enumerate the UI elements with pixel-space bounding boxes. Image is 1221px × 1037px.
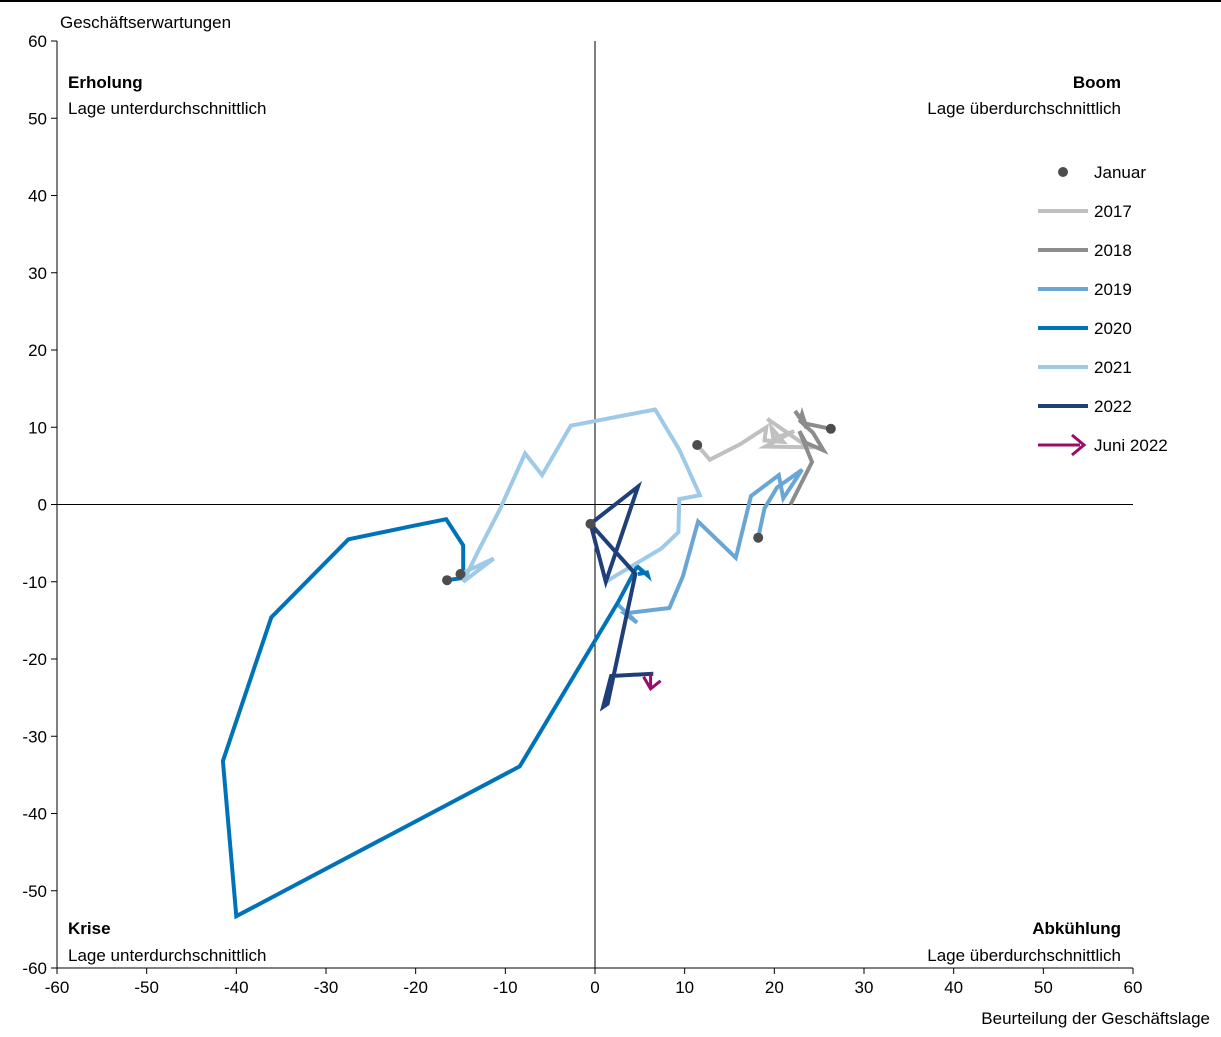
y-tick-label: 10	[28, 418, 47, 437]
y-tick-label: -10	[22, 573, 47, 592]
x-tick-label: -60	[45, 978, 70, 997]
x-tick-label: 60	[1124, 978, 1143, 997]
january-marker-2017	[692, 440, 703, 451]
y-tick-label: 60	[28, 32, 47, 51]
legend-label-januar: Januar	[1094, 163, 1146, 182]
y-tick-label: 50	[28, 109, 47, 128]
legend-label-2022: 2022	[1094, 397, 1132, 416]
series-line-2019	[616, 468, 804, 625]
january-marker-2018	[825, 423, 836, 434]
quadrant-subtitle-top-right: Lage überdurchschnittlich	[927, 99, 1121, 118]
x-tick-label: -50	[134, 978, 159, 997]
series-line-2020	[220, 516, 652, 920]
x-tick-label: -40	[224, 978, 249, 997]
legend-marker-januar	[1058, 167, 1068, 177]
quadrant-subtitle-top-left: Lage unterdurchschnittlich	[68, 99, 266, 118]
quadrant-title-bottom-right: Abkühlung	[1032, 919, 1121, 938]
x-axis-label: Beurteilung der Geschäftslage	[981, 1009, 1210, 1028]
x-tick-label: 10	[675, 978, 694, 997]
x-tick-label: 20	[765, 978, 784, 997]
x-tick-label: -30	[314, 978, 339, 997]
legend-arrow-head	[1071, 433, 1087, 457]
y-tick-label: -20	[22, 650, 47, 669]
series-lines	[220, 406, 832, 920]
quadrant-title-top-right: Boom	[1073, 73, 1121, 92]
axes: -60 -50 -40 -30 -20 -10 0 10 20 30 40 50 60 -60 -50 -40…	[22, 32, 1142, 997]
y-tick-label: 30	[28, 264, 47, 283]
x-tick-label: -20	[403, 978, 428, 997]
y-axis-label: Geschäftserwartungen	[60, 13, 231, 32]
x-tick-label: 0	[590, 978, 599, 997]
legend-label-juni-2022: Juni 2022	[1094, 436, 1168, 455]
y-tick-label: 0	[38, 496, 47, 515]
series-line-2022	[587, 481, 654, 712]
quadrant-labels: Erholung Lage unterdurchschnittlich Boom…	[68, 73, 1121, 965]
y-tick-label: -50	[22, 882, 47, 901]
quadrant-title-top-left: Erholung	[68, 73, 143, 92]
current-arrow-head	[642, 676, 662, 692]
x-tick-label: -10	[493, 978, 518, 997]
quadrant-subtitle-bottom-left: Lage unterdurchschnittlich	[68, 946, 266, 965]
legend-label-2018: 2018	[1094, 241, 1132, 260]
series-line-2017	[695, 417, 815, 463]
legend-label-2017: 2017	[1094, 202, 1132, 221]
y-tick-label: 20	[28, 341, 47, 360]
x-tick-label: 30	[855, 978, 874, 997]
top-rule	[0, 0, 1221, 2]
x-tick-label: 50	[1034, 978, 1053, 997]
legend: Januar 2017 2018 2019 2020 2021 2022 Juni 2022	[1038, 163, 1168, 457]
legend-label-2020: 2020	[1094, 319, 1132, 338]
y-tick-label: -30	[22, 727, 47, 746]
january-marker-2021	[455, 569, 466, 580]
quadrant-subtitle-bottom-right: Lage überdurchschnittlich	[927, 946, 1121, 965]
series-line-2018	[788, 406, 832, 506]
x-tick-label: 40	[944, 978, 963, 997]
quadrant-title-bottom-left: Krise	[68, 919, 111, 938]
y-tick-label: -60	[22, 959, 47, 978]
january-marker-2022	[585, 518, 596, 529]
january-marker-2019	[753, 532, 764, 543]
legend-label-2021: 2021	[1094, 358, 1132, 377]
series-line-2021	[459, 407, 703, 584]
january-markers	[442, 423, 836, 586]
y-tick-label: 40	[28, 187, 47, 206]
y-tick-label: -40	[22, 805, 47, 824]
legend-label-2019: 2019	[1094, 280, 1132, 299]
january-marker-2020	[442, 575, 453, 586]
